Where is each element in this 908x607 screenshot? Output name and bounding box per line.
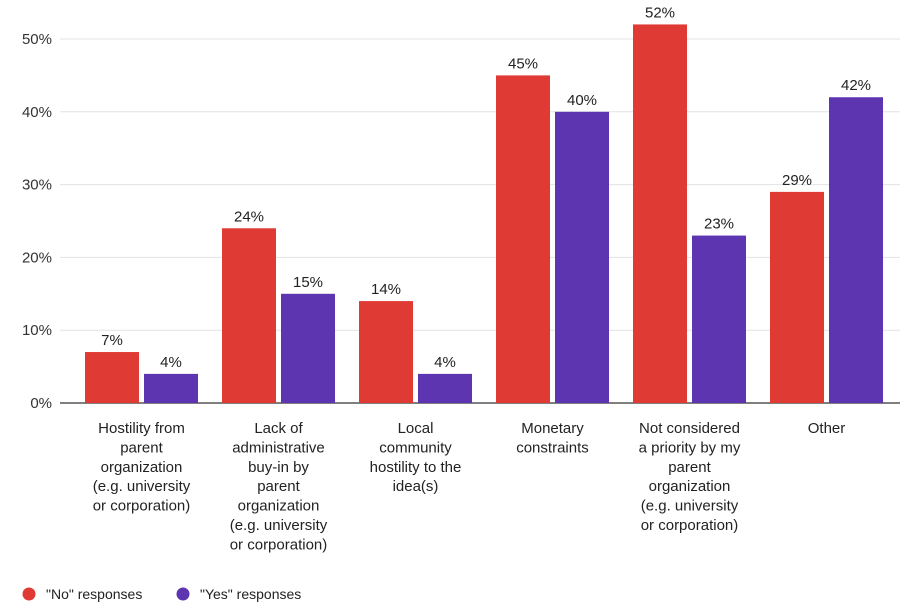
data-label: 45% [508, 55, 538, 72]
category-label-line: parent [668, 459, 711, 476]
category-label-line: Other [808, 420, 846, 437]
y-tick-label: 50% [22, 31, 52, 48]
category-label-line: or corporation) [93, 498, 191, 515]
y-tick-label: 0% [30, 395, 52, 412]
category-label-line: organization [238, 498, 320, 515]
category-label: Lack of administrative buy-in by parent orga… [230, 420, 328, 553]
category-label-line: organization [649, 478, 731, 495]
x-axis: Hostility from parent organization (e.g. un… [93, 420, 846, 553]
y-tick-label: 20% [22, 249, 52, 266]
category-label-line: Monetary [521, 420, 584, 437]
data-labels: 7% 4% 24% 15% 14% 4% 45% 40% 52% 23% 29% 42% [101, 4, 871, 370]
bar-yes-3 [555, 111, 609, 404]
category-label: Other [808, 420, 846, 437]
category-label-line: community [379, 439, 452, 456]
y-tick-label: 30% [22, 177, 52, 194]
data-label: 4% [160, 354, 182, 371]
bar-yes-4 [692, 235, 746, 403]
bar-no-0 [85, 352, 139, 403]
data-label: 4% [434, 354, 456, 371]
category-label-line: (e.g. university [641, 498, 739, 515]
data-label: 29% [782, 172, 812, 189]
category-label-line: (e.g. university [93, 478, 191, 495]
category-label-line: a priority by my [639, 439, 741, 456]
legend: "No" responses "Yes" responses [22, 586, 301, 602]
category-label-line: Lack of [254, 420, 303, 437]
category-label: Local community hostility to the idea(s) [370, 420, 462, 495]
bar-no-4 [633, 24, 687, 403]
gridlines [60, 38, 900, 404]
category-label-line: hostility to the [370, 459, 462, 476]
category-label: Monetary constraints [516, 420, 589, 456]
data-label: 24% [234, 208, 264, 225]
bar-no-1 [222, 228, 276, 403]
bar-yes-0 [144, 373, 198, 403]
category-label-line: or corporation) [641, 517, 739, 534]
legend-label-yes: "Yes" responses [200, 586, 301, 602]
bar-yes-1 [281, 293, 335, 403]
category-label-line: idea(s) [393, 478, 439, 495]
data-label: 40% [567, 92, 597, 109]
category-label-line: organization [101, 459, 183, 476]
y-tick-label: 40% [22, 104, 52, 121]
bar-yes-2 [418, 373, 472, 403]
data-label: 7% [101, 332, 123, 349]
bar-no-5 [770, 191, 824, 403]
bars [85, 24, 883, 404]
legend-swatch-no [22, 587, 36, 601]
data-label: 15% [293, 274, 323, 291]
data-label: 23% [704, 216, 734, 233]
data-label: 14% [371, 281, 401, 298]
category-label-line: Not considered [639, 420, 740, 437]
category-label: Hostility from parent organization (e.g. un… [93, 420, 191, 515]
bar-yes-5 [829, 97, 883, 404]
category-label-line: buy-in by [248, 459, 309, 476]
category-label-line: constraints [516, 439, 589, 456]
category-label-line: or corporation) [230, 536, 328, 553]
y-axis: 0% 10% 20% 30% 40% 50% [22, 31, 52, 412]
legend-swatch-yes [176, 587, 190, 601]
bar-no-3 [496, 75, 550, 404]
y-tick-label: 10% [22, 322, 52, 339]
category-label-line: Local [398, 420, 434, 437]
category-label-line: Hostility from [98, 420, 185, 437]
category-label-line: administrative [232, 439, 325, 456]
data-label: 52% [645, 4, 675, 21]
category-label-line: parent [257, 478, 300, 495]
category-label: Not considered a priority by my parent orga… [639, 420, 741, 534]
data-label: 42% [841, 77, 871, 94]
bar-no-2 [359, 301, 413, 403]
category-label-line: (e.g. university [230, 517, 328, 534]
category-label-line: parent [120, 439, 163, 456]
legend-label-no: "No" responses [46, 586, 142, 602]
